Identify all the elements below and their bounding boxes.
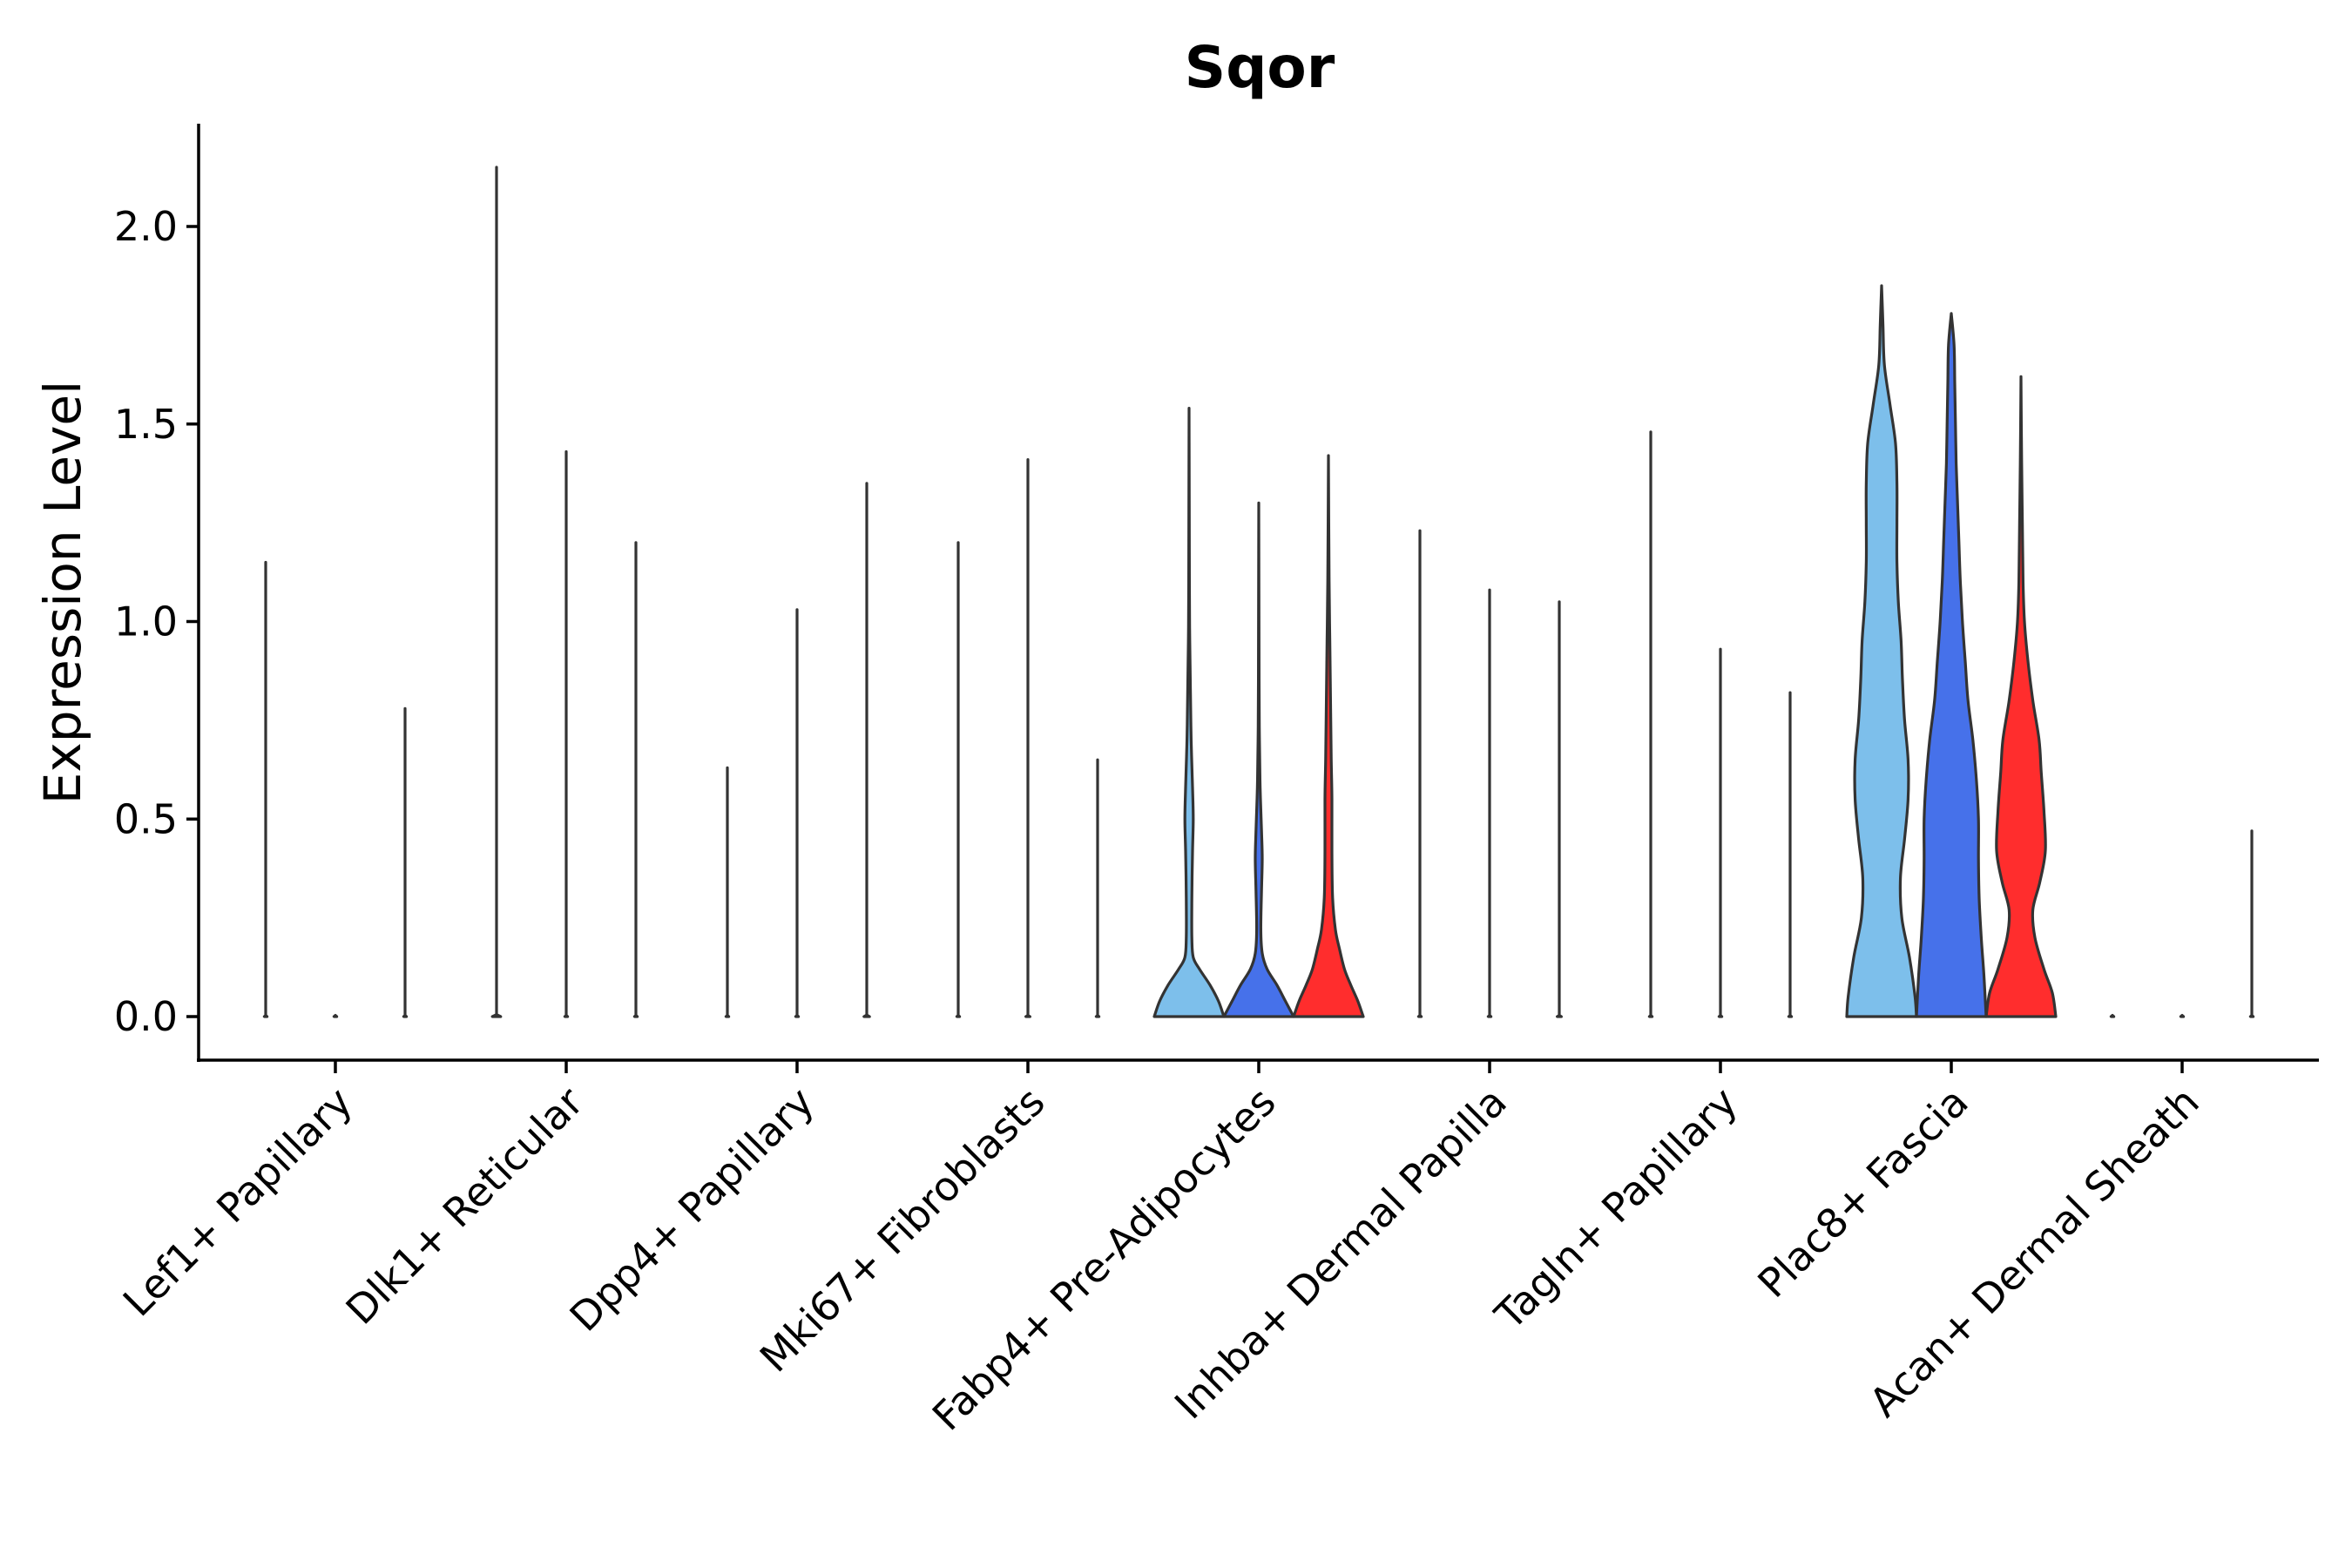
violin-1-1 <box>563 449 570 1018</box>
violin-4-2 <box>1292 454 1365 1018</box>
x-tick-label: Lef1+ Papillary <box>114 1078 362 1326</box>
violin-6-1 <box>1717 647 1724 1018</box>
violin-6-0 <box>1647 430 1654 1018</box>
violin-3-2 <box>1094 758 1101 1018</box>
violin-5-0 <box>1416 529 1423 1018</box>
y-ticks: 0.0 0.5 1.0 1.5 2.0 <box>114 203 199 1040</box>
violin-0-1 <box>332 1014 339 1018</box>
violin-2-0 <box>724 766 731 1018</box>
chart-title: Sqor <box>1185 34 1335 101</box>
violin-1-0 <box>490 166 503 1018</box>
violin-2-2 <box>862 482 871 1018</box>
y-tick-label: 1.5 <box>114 401 178 448</box>
violin-8-2 <box>2248 829 2255 1018</box>
violin-1-2 <box>632 541 639 1018</box>
violin-6-2 <box>1787 691 1794 1018</box>
violin-4-1 <box>1222 501 1295 1018</box>
violin-0-2 <box>402 706 409 1018</box>
violin-8-0 <box>2109 1014 2116 1018</box>
y-tick-label: 0.0 <box>114 993 178 1040</box>
x-tick-label: Plac8+ Fascia <box>1748 1078 1977 1307</box>
violin-4-0 <box>1152 407 1226 1018</box>
violin-7-0 <box>1845 284 1918 1018</box>
y-tick-label: 2.0 <box>114 203 178 250</box>
x-tick-label: Dpp4+ Papillary <box>561 1078 823 1341</box>
violin-3-0 <box>955 541 962 1018</box>
violin-0-0 <box>262 560 269 1018</box>
violin-7-1 <box>1915 312 1988 1018</box>
violin-5-2 <box>1556 600 1563 1018</box>
violin-3-1 <box>1024 458 1031 1018</box>
violin-7-2 <box>1984 375 2058 1018</box>
violin-8-1 <box>2179 1014 2186 1018</box>
violin-5-1 <box>1486 588 1493 1018</box>
violin-group <box>262 166 2255 1018</box>
violin-2-1 <box>794 608 801 1018</box>
x-tick-label: Dlk1+ Reticular <box>337 1078 592 1334</box>
y-axis-label: Expression Level <box>33 381 92 804</box>
y-tick-label: 0.5 <box>114 795 178 842</box>
y-tick-label: 1.0 <box>114 598 178 645</box>
x-tick-label: Tagln+ Papillary <box>1485 1078 1747 1340</box>
